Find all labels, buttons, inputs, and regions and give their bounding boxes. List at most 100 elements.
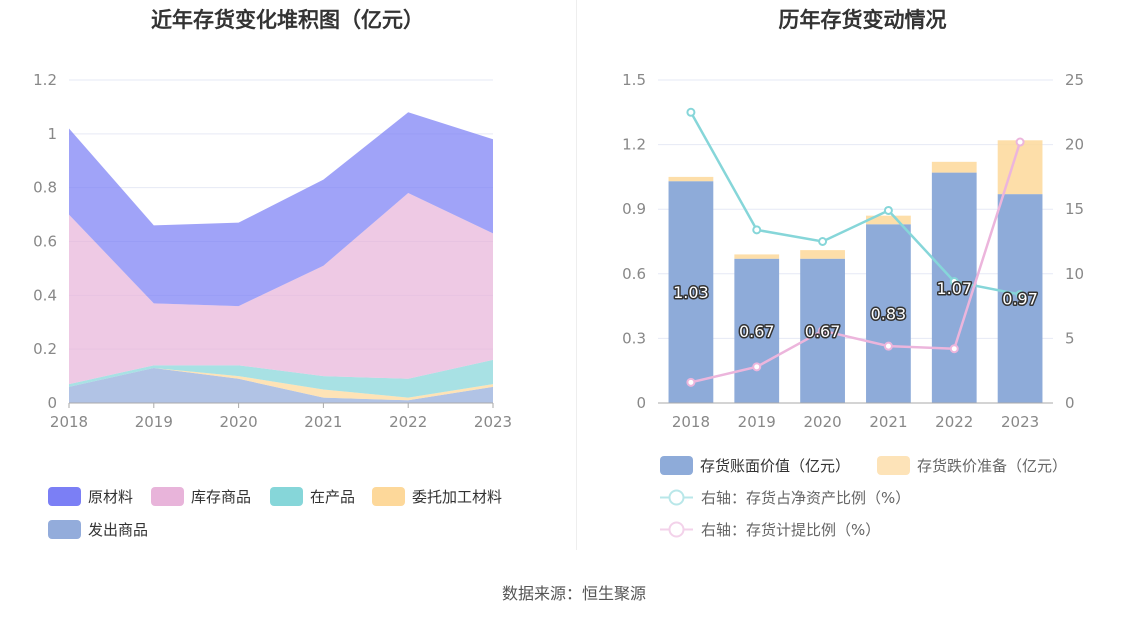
legend-item-consigned-materials[interactable]: 委托加工材料: [372, 486, 502, 507]
line-point: [883, 205, 893, 215]
line-marker-icon: [660, 521, 693, 538]
y-tick-label: 1.2: [33, 71, 57, 89]
line-point: [949, 277, 959, 287]
legend-label: 原材料: [88, 488, 134, 506]
legend-swatch: [270, 487, 303, 506]
y-tick-label: 1.2: [622, 136, 646, 154]
y-tick-label: 0: [636, 394, 646, 412]
bar-data-label: 1.03: [673, 283, 709, 302]
y-tick-label: 0.6: [33, 233, 57, 251]
y-tick-label: 0.8: [33, 179, 57, 197]
legend-item-finished-goods[interactable]: 库存商品: [151, 486, 251, 507]
legend-label: 右轴：存货占净资产比例（%）: [701, 489, 911, 507]
x-tick-label: 2018: [50, 413, 88, 431]
bar-impairment: [668, 176, 714, 182]
x-tick-label: 2023: [1001, 413, 1039, 431]
line-point: [686, 107, 696, 117]
area-series: [69, 112, 493, 307]
x-tick-label: 2020: [220, 413, 258, 431]
right-chart-panel: 历年存货变动情况 0 0.3 0.6 0.9 1.2 1.5 0 5 10 15 20 25 2018 2…: [577, 0, 1148, 560]
x-tick-label: 2019: [738, 413, 776, 431]
x-tick-label: 2021: [869, 413, 907, 431]
bar-data-label: 1.07: [936, 279, 972, 298]
y-tick-label: 0.4: [33, 286, 57, 304]
bar-impairment: [734, 254, 780, 259]
y2-tick-label: 25: [1065, 71, 1084, 89]
area-series: [69, 368, 493, 401]
legend-item-goods-shipped[interactable]: 发出商品: [48, 519, 148, 540]
legend-label: 右轴：存货计提比例（%）: [701, 521, 881, 539]
bar-impairment: [931, 161, 977, 173]
y2-tick-label: 20: [1065, 136, 1084, 154]
legend-swatch: [877, 456, 910, 475]
legend-item-provision-ratio[interactable]: 右轴：存货计提比例（%）: [660, 519, 880, 540]
line-point: [818, 326, 828, 336]
legend-item-book-value[interactable]: 存货账面价值（亿元）: [660, 455, 850, 476]
y2-tick-label: 0: [1065, 394, 1075, 412]
y2-tick-label: 10: [1065, 265, 1084, 283]
x-tick-label: 2022: [935, 413, 973, 431]
legend-label: 发出商品: [88, 521, 149, 539]
y-tick-label: 0.6: [622, 265, 646, 283]
legend-swatch: [660, 456, 693, 475]
y-tick-label: 0.3: [622, 329, 646, 347]
line-point: [1015, 137, 1025, 147]
x-tick-label: 2019: [135, 413, 173, 431]
legend-swatch: [151, 487, 184, 506]
left-area-chart: 0 0.2 0.4 0.6 0.8 1 1.2 2018 2019 2020 2021 2022 202…: [33, 71, 512, 431]
right-chart-title: 历年存货变动情况: [778, 8, 947, 32]
line-point: [686, 377, 696, 387]
bar-impairment: [800, 250, 845, 259]
line-point: [752, 225, 762, 235]
y-tick-label: 0.2: [33, 340, 57, 358]
legend-swatch: [48, 520, 81, 539]
legend-label: 在产品: [310, 488, 356, 506]
panel-divider: [576, 0, 577, 550]
bar-data-label: 0.67: [739, 322, 775, 341]
line-series: [689, 111, 1021, 296]
x-tick-label: 2022: [389, 413, 427, 431]
line-series: [690, 141, 1022, 384]
legend-swatch: [372, 487, 405, 506]
x-tick-label: 2021: [304, 413, 342, 431]
bar-impairment: [997, 140, 1043, 195]
bar-data-label: 0.67: [805, 322, 841, 341]
bar-data-label: 0.83: [871, 305, 907, 324]
legend-item-wip[interactable]: 在产品: [270, 486, 355, 507]
bar-book-value: [668, 181, 714, 403]
legend-item-net-asset-ratio[interactable]: 右轴：存货占净资产比例（%）: [660, 487, 910, 508]
y-tick-label: 1.5: [622, 71, 646, 89]
line-point: [818, 237, 828, 246]
legend-item-impairment[interactable]: 存货跌价准备（亿元）: [877, 455, 1067, 476]
area-series: [69, 368, 493, 403]
legend-label: 存货账面价值（亿元）: [700, 457, 851, 475]
left-chart-title: 近年存货变化堆积图（亿元）: [151, 8, 424, 32]
area-series: [69, 359, 493, 398]
legend-label: 库存商品: [191, 488, 252, 506]
bar-book-value: [866, 224, 911, 403]
x-tick-label: 2018: [672, 413, 710, 431]
line-point: [1015, 289, 1025, 299]
legend-item-raw-materials[interactable]: 原材料: [48, 486, 133, 507]
bar-book-value: [734, 258, 780, 403]
x-tick-label: 2020: [803, 413, 841, 431]
y2-tick-label: 15: [1065, 200, 1084, 218]
right-bar-line-chart: 0 0.3 0.6 0.9 1.2 1.5 0 5 10 15 20 25 2018 2019 2020 20…: [622, 71, 1084, 431]
bar-impairment: [866, 215, 911, 225]
y-tick-label: 0.9: [622, 200, 646, 218]
bar-book-value: [931, 172, 977, 403]
line-point: [949, 344, 959, 354]
area-series: [69, 193, 493, 385]
line-point: [752, 362, 762, 372]
data-source-note: 数据来源：恒生聚源: [501, 584, 646, 603]
y-tick-label: 1: [47, 125, 57, 143]
left-chart-panel: 近年存货变化堆积图（亿元） 0 0.2 0.4 0.6 0.8 1 1.2 2018 2019 2…: [0, 0, 575, 560]
y2-tick-label: 5: [1065, 329, 1075, 347]
y-tick-label: 0: [47, 394, 57, 412]
x-tick-label: 2023: [474, 413, 512, 431]
line-marker-icon: [660, 489, 693, 506]
legend-label: 存货跌价准备（亿元）: [917, 457, 1068, 475]
line-point: [883, 341, 893, 351]
legend-swatch: [48, 487, 81, 506]
legend-label: 委托加工材料: [412, 488, 503, 506]
